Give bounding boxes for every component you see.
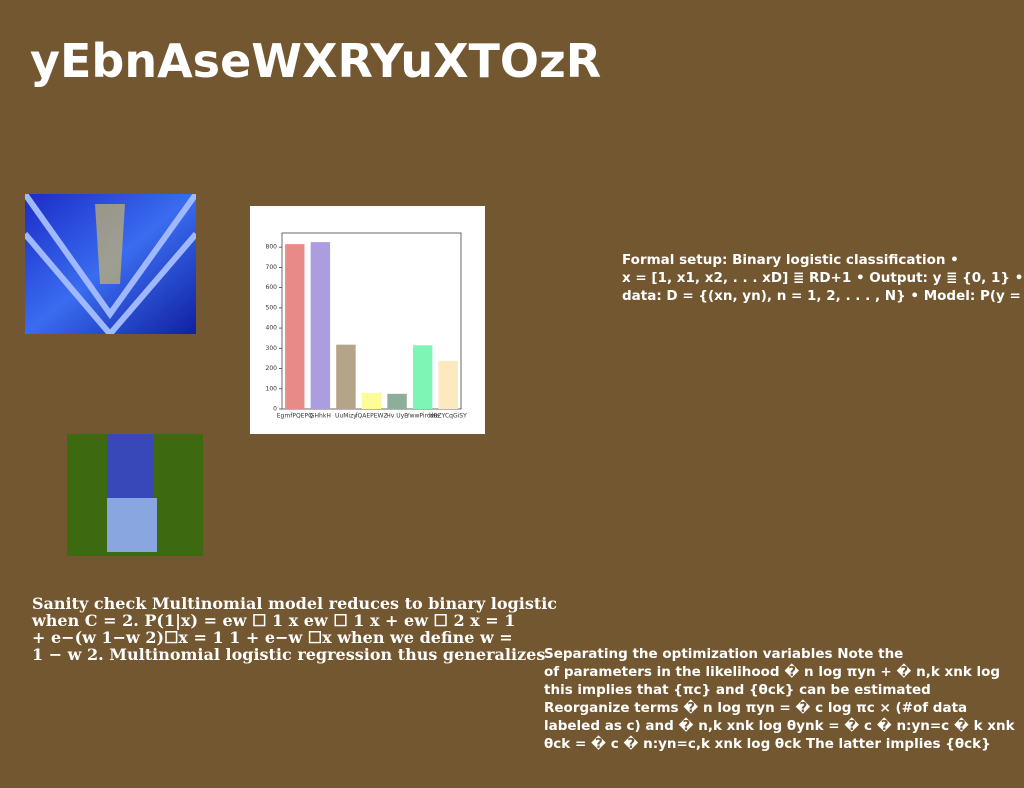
- y-tick-label: 800: [266, 244, 278, 251]
- text-line: this implies that {πc} and {θck} can be …: [544, 682, 931, 698]
- text-block: Sanity check Multinomial model reduces t…: [32, 595, 557, 663]
- text-line: θck = � c � n:yn=c,k xnk log θck The lat…: [544, 736, 991, 752]
- y-tick-label: 600: [266, 284, 278, 291]
- text-block: Formal setup: Binary logistic classifica…: [622, 251, 1024, 305]
- y-tick-label: 0: [273, 406, 277, 413]
- text-line: x = [1, x1, x2, . . . xD] ≣ RD+1 • Outpu…: [622, 270, 1024, 286]
- x-tick-label: UuMizy: [335, 413, 357, 420]
- bar: [438, 360, 458, 409]
- y-tick-label: 200: [266, 365, 278, 372]
- text-line: labeled as c) and � n,k xnk log θynk = �…: [544, 718, 1015, 734]
- y-tick-label: 500: [266, 304, 278, 311]
- text-line: 1 − w 2. Multinomial logistic regression…: [32, 645, 546, 664]
- bar: [336, 344, 356, 409]
- x-tick-label: EgmfPQEPQ: [277, 413, 313, 420]
- y-tick-label: 700: [266, 264, 278, 271]
- y-tick-label: 100: [266, 385, 278, 392]
- text-line: of parameters in the likelihood � n log …: [544, 664, 1001, 680]
- bar: [310, 242, 331, 409]
- slide-title: yEbnAseWXRYuXTOzR: [30, 34, 602, 88]
- text-line: + e−(w 1−w 2)☐x = 1 1 + e−w ☐x when we d…: [32, 628, 513, 647]
- x-tick-label: dBZYCqGiSY: [430, 413, 467, 420]
- bar: [285, 244, 305, 409]
- image-blue-pattern: [25, 194, 196, 334]
- y-tick-label: 400: [266, 325, 278, 332]
- x-tick-label: GHhkH: [310, 413, 331, 420]
- image-gift-boxes: [67, 434, 203, 556]
- x-tick-label: YwwPirdwe: [405, 413, 440, 420]
- text-line: Formal setup: Binary logistic classifica…: [622, 252, 959, 268]
- text-line: Sanity check Multinomial model reduces t…: [32, 594, 558, 613]
- text-block: Separating the optimization variables No…: [544, 645, 1015, 753]
- text-line: data: D = {(xn, yn), n = 1, 2, . . . , N…: [622, 288, 1024, 304]
- bar: [412, 345, 433, 409]
- bar: [387, 393, 407, 409]
- x-tick-label: fQAEPEWZ: [355, 413, 387, 420]
- x-tick-label: Hv UyE: [386, 413, 408, 420]
- text-line: when C = 2. P(1|x) = ew ☐ 1 x ew ☐ 1 x +…: [32, 611, 516, 630]
- y-tick-label: 300: [266, 345, 278, 352]
- bar: [361, 392, 382, 409]
- text-line: Separating the optimization variables No…: [544, 646, 904, 662]
- text-line: Reorganize terms � n log πyn = � c log π…: [544, 700, 968, 716]
